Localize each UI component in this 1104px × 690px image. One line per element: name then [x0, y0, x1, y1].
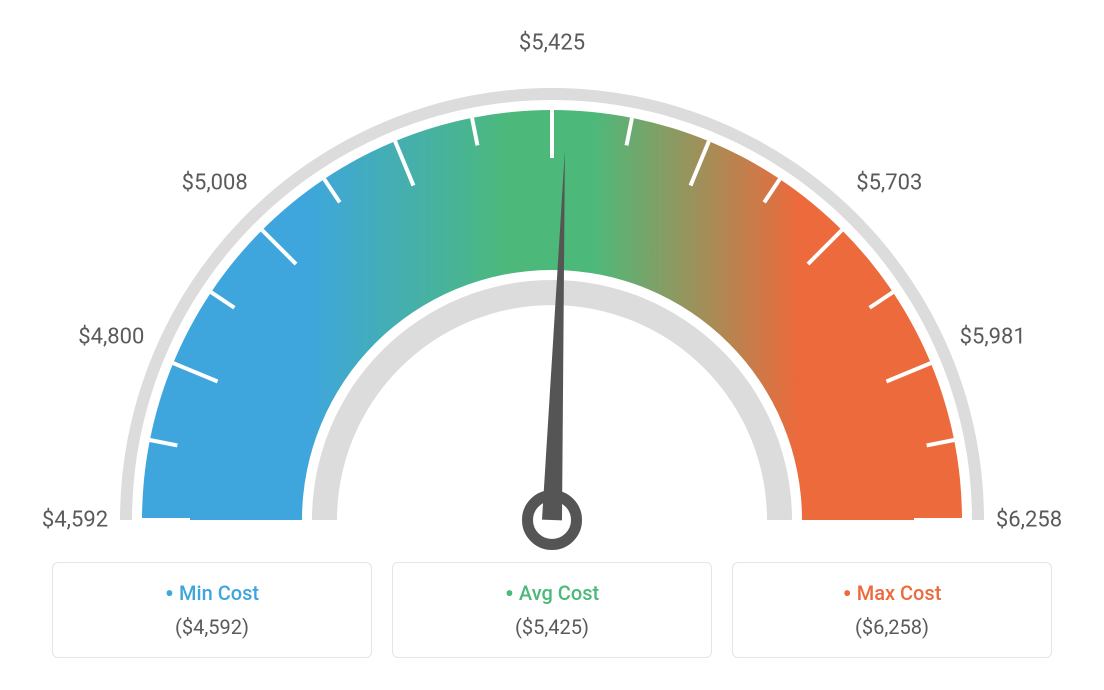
legend-title-text: Avg Cost	[519, 581, 599, 605]
dot-icon: •	[843, 580, 852, 610]
legend-value-avg: ($5,425)	[403, 615, 701, 639]
gauge-body: $4,592$4,800$5,008$5,425$5,703$5,981$6,2…	[52, 20, 1052, 550]
dot-icon: •	[165, 580, 174, 610]
legend-title-text: Max Cost	[857, 581, 942, 605]
gauge-tick-label: $5,703	[856, 170, 922, 195]
legend-value-min: ($4,592)	[63, 615, 361, 639]
gauge-tick-label: $5,981	[960, 325, 1026, 350]
legend-title-min: • Min Cost	[63, 581, 361, 605]
legend-card-max: • Max Cost ($6,258)	[732, 562, 1052, 658]
legend-card-avg: • Avg Cost ($5,425)	[392, 562, 712, 658]
legend-title-text: Min Cost	[179, 581, 259, 605]
legend-title-avg: • Avg Cost	[403, 581, 701, 605]
dot-icon: •	[505, 580, 514, 610]
gauge-tick-label: $5,425	[519, 31, 585, 56]
legend-card-min: • Min Cost ($4,592)	[52, 562, 372, 658]
gauge-tick-label: $5,008	[182, 170, 248, 195]
gauge-tick-label: $4,592	[42, 508, 108, 533]
legend-value-max: ($6,258)	[743, 615, 1041, 639]
gauge-svg	[52, 20, 1052, 550]
legend-row: • Min Cost ($4,592) • Avg Cost ($5,425) …	[52, 562, 1052, 658]
legend-title-max: • Max Cost	[743, 581, 1041, 605]
cost-gauge-chart: $4,592 $4,800 $5,008 $5,425 $5,703 $5,981 $6,2…	[20, 20, 1084, 658]
gauge-tick-label: $4,800	[78, 325, 144, 350]
gauge-tick-label: $6,258	[996, 508, 1062, 533]
